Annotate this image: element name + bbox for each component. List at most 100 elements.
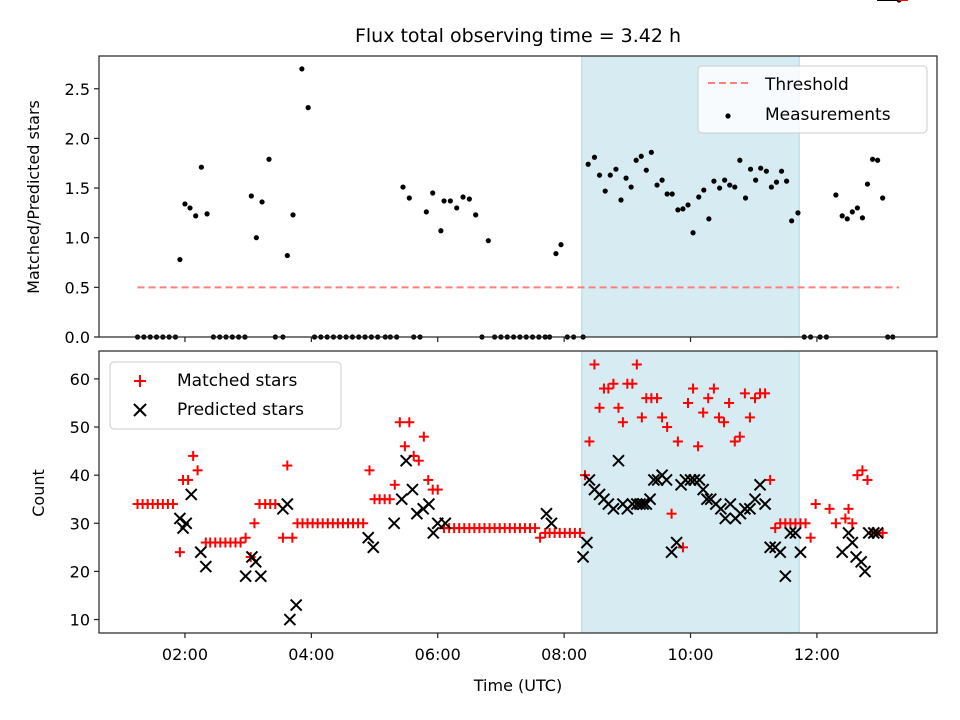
- predicted-star-point: [779, 570, 792, 583]
- predicted-star-point: [583, 473, 596, 487]
- top-axes-frame: [98, 55, 938, 338]
- predicted-star-point: [789, 526, 802, 540]
- matched-star-point: [719, 417, 730, 428]
- matched-star-point: [862, 474, 873, 485]
- predicted-star-point: [748, 493, 762, 506]
- measurement-point: [675, 207, 681, 213]
- matched-star-point: [535, 532, 546, 543]
- predicted-star-point: [643, 493, 657, 506]
- predicted-star-point: [835, 545, 849, 559]
- measurement-point: [659, 177, 665, 183]
- measurement-point: [844, 216, 850, 222]
- measurement-point: [591, 154, 598, 160]
- matched-star-point: [249, 518, 260, 529]
- predicted-star-point: [612, 454, 625, 467]
- matched-star-point: [584, 436, 595, 447]
- measurement-point: [758, 165, 764, 171]
- predicted-star-point: [576, 550, 590, 564]
- measurement-point: [193, 213, 199, 219]
- matched-star-point: [852, 470, 863, 481]
- measurement-point: [618, 197, 624, 203]
- predicted-star-point: [724, 497, 737, 511]
- measurement-point: [732, 184, 738, 190]
- predicted-star-point: [784, 526, 797, 540]
- matched-star-point: [589, 359, 600, 370]
- matched-star-point: [287, 532, 298, 543]
- matched-star-point: [631, 359, 642, 370]
- observing-window-span: [581, 350, 800, 634]
- measurement-point: [773, 179, 780, 185]
- matched-star-point: [174, 547, 185, 558]
- predicted-star-point: [714, 502, 728, 516]
- matched-star-point: [277, 532, 288, 543]
- x-tick-label: 06:00: [415, 645, 461, 664]
- legend-measurements-swatch: [725, 113, 731, 119]
- x-tick-label: 04:00: [288, 645, 334, 664]
- predicted-star-point: [399, 454, 413, 467]
- matched-star-point: [432, 484, 443, 495]
- top-legend-box: [697, 65, 928, 134]
- matched-star-point: [760, 388, 771, 399]
- ratio-panel: 0.0 0.5 1.0 1.5 2.0 2.5 Matched/Predicted sta…: [24, 0, 938, 347]
- matched-star-point: [749, 393, 760, 404]
- measurement-point: [706, 216, 712, 222]
- bottom-legend-box: [109, 361, 342, 430]
- predicted-star-point: [254, 570, 267, 583]
- measurement-point: [768, 184, 775, 190]
- predicted-star-point: [700, 493, 714, 506]
- matched-star-point: [617, 417, 628, 428]
- matched-star-point: [530, 523, 541, 534]
- measurement-point: [438, 228, 444, 234]
- predicted-star-point: [540, 507, 553, 520]
- predicted-star-point: [439, 517, 452, 530]
- bottom-legend: Matched stars Predicted stars: [109, 361, 342, 430]
- measurement-point: [553, 250, 559, 257]
- predicted-star-point: [670, 536, 683, 549]
- measurement-point: [198, 164, 204, 170]
- predicted-star-point: [239, 570, 252, 583]
- measurement-point: [628, 184, 634, 190]
- measurement-point: [747, 166, 754, 172]
- matched-star-point: [843, 503, 854, 514]
- matched-star-point: [744, 412, 755, 423]
- measurement-point: [685, 202, 691, 208]
- predicted-star-point: [758, 497, 772, 511]
- measurement-point: [701, 187, 707, 193]
- measurement-point: [789, 218, 795, 224]
- predicted-star-point: [647, 473, 661, 487]
- matched-star-point: [423, 474, 434, 485]
- predicted-star-point: [696, 483, 710, 496]
- predicted-star-point: [846, 536, 859, 549]
- matched-star-point: [672, 436, 683, 447]
- matched-star-point: [805, 532, 816, 543]
- predicted-star-point: [719, 512, 732, 525]
- measurement-point: [596, 172, 603, 178]
- predicted-star-point: [842, 526, 855, 540]
- predicted-star-point: [545, 517, 558, 530]
- predicted-star-point: [858, 565, 872, 578]
- predicted-star-point: [367, 541, 380, 554]
- y-tick-label: 1.0: [65, 229, 90, 248]
- y-tick-label: 20: [70, 562, 90, 581]
- y-tick-label: 1.5: [65, 179, 90, 198]
- matched-star-point: [698, 407, 709, 418]
- y-tick-label: 40: [70, 466, 90, 485]
- matched-star-point: [603, 383, 614, 394]
- matched-star-point: [683, 397, 694, 408]
- predicted-star-point: [283, 613, 297, 626]
- y-tick-label: 2.0: [65, 129, 90, 148]
- predicted-star-point: [289, 598, 303, 612]
- measurement-point: [869, 156, 876, 162]
- matched-star-point: [657, 412, 668, 423]
- measurement-point: [299, 66, 305, 72]
- y-tick-label: 2.5: [65, 80, 90, 99]
- measurement-point: [717, 185, 723, 191]
- measurement-point: [607, 172, 613, 178]
- measurement-point: [284, 252, 290, 259]
- matched-star-point: [857, 465, 868, 476]
- predicted-star-point: [738, 502, 752, 516]
- count-panel: 10 20 30 40 50 60 02:00 04:00 06:00 08:00 10:00 12…: [29, 0, 938, 695]
- measurement-point: [613, 166, 619, 172]
- measurement-point: [680, 206, 686, 212]
- matched-star-point: [404, 417, 415, 428]
